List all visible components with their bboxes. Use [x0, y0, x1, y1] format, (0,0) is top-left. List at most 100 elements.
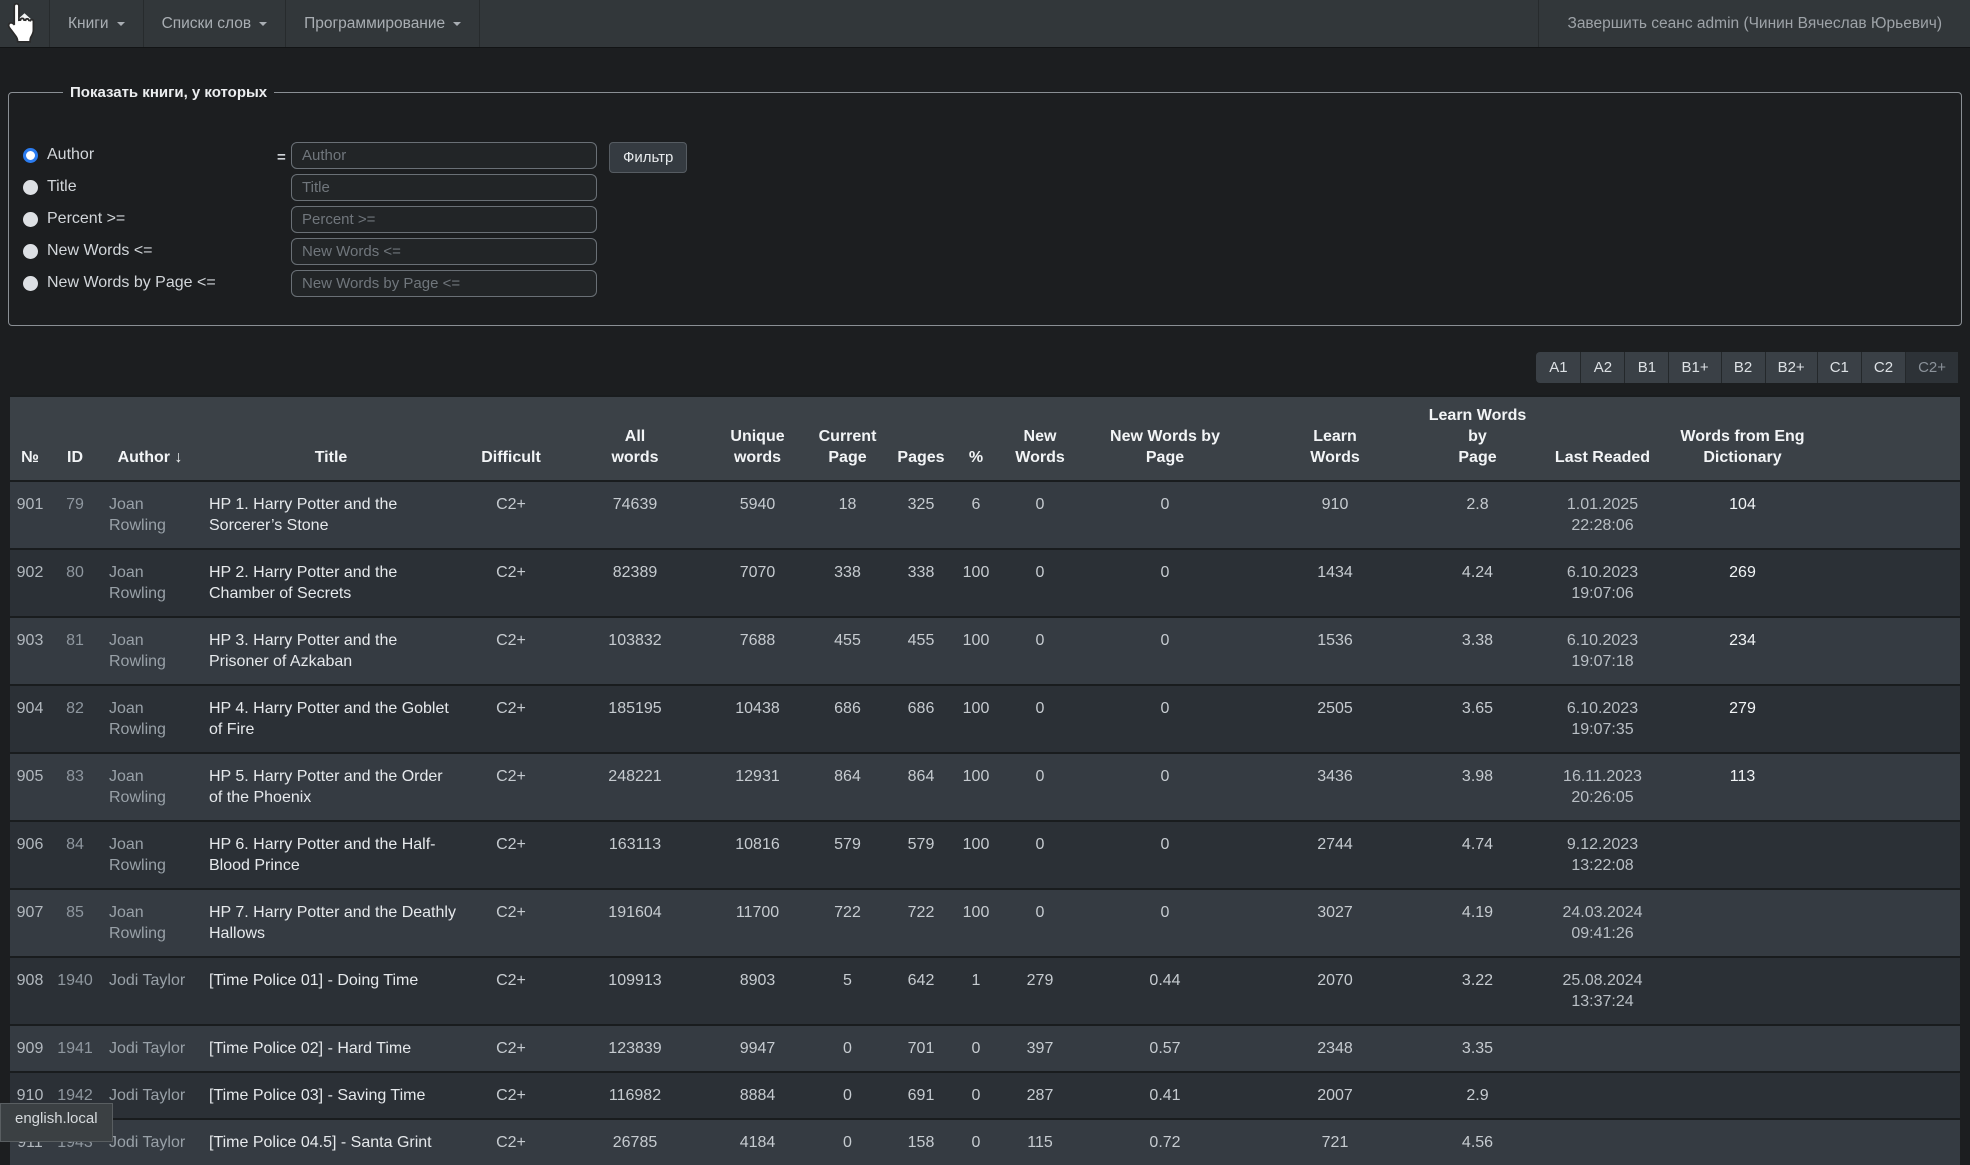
filter-option-label: Percent >= [47, 210, 126, 227]
filter-row: Author [23, 139, 1947, 171]
filter-input-percent[interactable] [291, 205, 597, 233]
last-readed: 6.10.2023 19:07:06 [1535, 548, 1670, 617]
row-number: 907 [10, 888, 50, 957]
nav-item-word-lists[interactable]: Списки слов [144, 0, 287, 47]
filter-option[interactable]: Percent >= [23, 210, 291, 228]
book-title[interactable]: HP 4. Harry Potter and the Goblet of Fir… [200, 684, 462, 753]
book-title[interactable]: [Time Police 04.5] - Santa Grint [200, 1118, 462, 1165]
row-number: 901 [10, 480, 50, 549]
all-words: 103832 [560, 616, 710, 685]
new-words-by-page: 0 [1080, 820, 1250, 889]
home-button[interactable] [0, 0, 50, 47]
book-title[interactable]: HP 2. Harry Potter and the Chamber of Se… [200, 548, 462, 617]
filter-option[interactable]: Author [23, 146, 291, 164]
column-header-0[interactable]: № [10, 395, 50, 481]
level-button-C2+[interactable]: C2+ [1905, 352, 1958, 383]
level-button-A2[interactable]: A2 [1580, 352, 1625, 383]
status-bar-link-preview: english.local [0, 1103, 113, 1142]
nav-item-programming[interactable]: Программирование [286, 0, 481, 47]
nav-item-books[interactable]: Книги [50, 0, 144, 47]
filter-input-title[interactable] [291, 173, 597, 201]
filter-option[interactable]: New Words <= [23, 242, 291, 260]
level-button-B1[interactable]: B1 [1624, 352, 1669, 383]
current-page: 864 [805, 752, 890, 821]
book-id: 80 [50, 548, 100, 617]
last-readed [1535, 1118, 1670, 1165]
column-header-12[interactable]: Learn Words [1250, 395, 1420, 481]
radio-title[interactable] [23, 179, 38, 195]
level-button-A1[interactable]: A1 [1536, 352, 1581, 383]
column-header-14[interactable]: Last Readed [1535, 395, 1670, 481]
percent: 100 [952, 548, 1000, 617]
filter-row: New Words <= [23, 235, 1947, 267]
level-button-C1[interactable]: C1 [1816, 352, 1861, 383]
filter-input-new-words[interactable] [291, 237, 597, 265]
level-filter-group: A1 A2 B1 B1+ B2 B2+ C1 C2 C2+ [12, 352, 1958, 383]
new-words: 0 [1000, 480, 1080, 549]
radio-new-words-by-page[interactable] [23, 275, 38, 291]
column-header-3[interactable]: Title [200, 395, 462, 481]
column-header-8[interactable]: Pages [890, 395, 952, 481]
filter-input-new-words-by-page[interactable] [291, 269, 597, 297]
book-title[interactable]: HP 5. Harry Potter and the Order of the … [200, 752, 462, 821]
book-title[interactable]: HP 7. Harry Potter and the Deathly Hallo… [200, 888, 462, 957]
learn-words: 3027 [1250, 888, 1420, 957]
logout-link[interactable]: Завершить сеанс admin (Чинин Вячеслав Юр… [1567, 14, 1942, 32]
learn-words-by-page: 3.98 [1420, 752, 1535, 821]
book-author: Jodi Taylor [100, 956, 200, 1025]
column-header-5[interactable]: All words [560, 395, 710, 481]
column-header-13[interactable]: Learn Words by Page [1420, 395, 1535, 481]
radio-author[interactable] [23, 147, 38, 163]
filter-input-wrap [291, 173, 621, 201]
filter-option[interactable]: New Words by Page <= [23, 274, 291, 292]
spacer-cell [1815, 1071, 1960, 1119]
book-author: Jodi Taylor [100, 1118, 200, 1165]
filter-button[interactable]: Фильтр [609, 142, 688, 173]
learn-words: 2505 [1250, 684, 1420, 753]
book-title[interactable]: [Time Police 02] - Hard Time [200, 1024, 462, 1072]
new-words: 287 [1000, 1071, 1080, 1119]
column-header-11[interactable]: New Words by Page [1080, 395, 1250, 481]
column-header-2[interactable]: Author ↓ [100, 395, 200, 481]
all-words: 185195 [560, 684, 710, 753]
nav-item-label: Книги [68, 14, 109, 32]
table-row: 908 1940 Jodi Taylor [Time Police 01] - Doi… [10, 956, 1960, 1025]
filter-option[interactable]: Title [23, 178, 291, 196]
book-title[interactable]: HP 6. Harry Potter and the Half-Blood Pr… [200, 820, 462, 889]
column-header-6[interactable]: Unique words [710, 395, 805, 481]
radio-percent[interactable] [23, 211, 38, 227]
column-header-9[interactable]: % [952, 395, 1000, 481]
unique-words: 5940 [710, 480, 805, 549]
last-readed [1535, 1024, 1670, 1072]
learn-words-by-page: 4.74 [1420, 820, 1535, 889]
pages: 864 [890, 752, 952, 821]
current-page: 338 [805, 548, 890, 617]
words-from-eng-dictionary: 104 [1670, 480, 1815, 549]
all-words: 26785 [560, 1118, 710, 1165]
column-header-7[interactable]: Current Page [805, 395, 890, 481]
nav-item-label: Списки слов [161, 14, 252, 32]
words-from-eng-dictionary: 279 [1670, 684, 1815, 753]
column-header-15[interactable]: Words from Eng Dictionary [1670, 395, 1815, 481]
book-title[interactable]: HP 1. Harry Potter and the Sorcerer’s St… [200, 480, 462, 549]
level-button-B1+[interactable]: B1+ [1668, 352, 1721, 383]
new-words: 279 [1000, 956, 1080, 1025]
column-header-4[interactable]: Difficult [462, 395, 560, 481]
book-title[interactable]: [Time Police 03] - Saving Time [200, 1071, 462, 1119]
level-button-C2[interactable]: C2 [1860, 352, 1906, 383]
filter-input-author[interactable] [291, 141, 597, 169]
book-title[interactable]: HP 3. Harry Potter and the Prisoner of A… [200, 616, 462, 685]
radio-new-words[interactable] [23, 243, 38, 259]
learn-words: 910 [1250, 480, 1420, 549]
difficulty: C2+ [462, 1118, 560, 1165]
column-header-10[interactable]: New Words [1000, 395, 1080, 481]
level-button-B2[interactable]: B2 [1720, 352, 1765, 383]
column-header-1[interactable]: ID [50, 395, 100, 481]
new-words: 0 [1000, 616, 1080, 685]
last-readed [1535, 1071, 1670, 1119]
current-page: 579 [805, 820, 890, 889]
level-button-B2+[interactable]: B2+ [1764, 352, 1817, 383]
spacer-cell [1815, 1024, 1960, 1072]
book-id: 84 [50, 820, 100, 889]
book-title[interactable]: [Time Police 01] - Doing Time [200, 956, 462, 1025]
